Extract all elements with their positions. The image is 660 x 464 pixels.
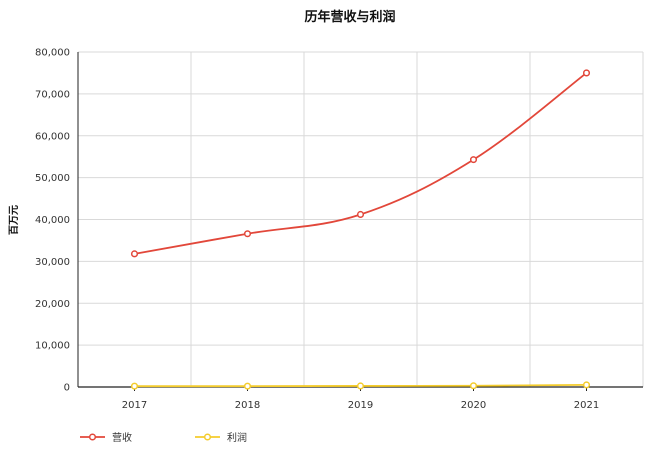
y-tick-label: 80,000 [35, 48, 70, 59]
y-tick-label: 10,000 [35, 341, 70, 352]
data-point [243, 382, 252, 390]
y-tick-label: 30,000 [35, 257, 70, 268]
legend-label: 营收 [112, 431, 132, 444]
legend-item[interactable]: 营收 [80, 431, 132, 444]
x-tick-label: 2020 [461, 400, 486, 411]
data-point [130, 250, 139, 258]
x-tick-label: 2021 [574, 400, 599, 411]
y-tick-label: 40,000 [35, 215, 70, 226]
x-tick-label: 2017 [122, 400, 147, 411]
data-point [582, 381, 591, 389]
grid-layer [77, 51, 644, 387]
series-line-1 [134, 72, 588, 255]
legend-swatch-marker [88, 433, 97, 441]
data-point [356, 382, 365, 390]
y-tick-label: 60,000 [35, 131, 70, 142]
chart-title: 历年营收与利润 [304, 9, 395, 25]
data-point [356, 210, 365, 219]
legend-item[interactable]: 利润 [195, 431, 247, 444]
data-point [582, 69, 591, 77]
legend-label: 利润 [227, 431, 247, 444]
series-layer [130, 69, 591, 390]
x-tick-label: 2019 [348, 400, 373, 411]
data-point [243, 230, 252, 238]
y-tick-label: 20,000 [35, 299, 70, 310]
y-tick-label: 0 [64, 383, 70, 394]
y-tick-label: 70,000 [35, 89, 70, 100]
data-point [469, 156, 478, 164]
data-point [130, 382, 139, 390]
x-tick-label: 2018 [235, 400, 260, 411]
y-tick-label: 50,000 [35, 173, 70, 184]
legend-swatch-marker [203, 433, 212, 441]
data-point [469, 382, 478, 390]
y-axis-label: 百万元 [8, 205, 20, 235]
legend[interactable]: 营收 利润 [80, 431, 247, 444]
